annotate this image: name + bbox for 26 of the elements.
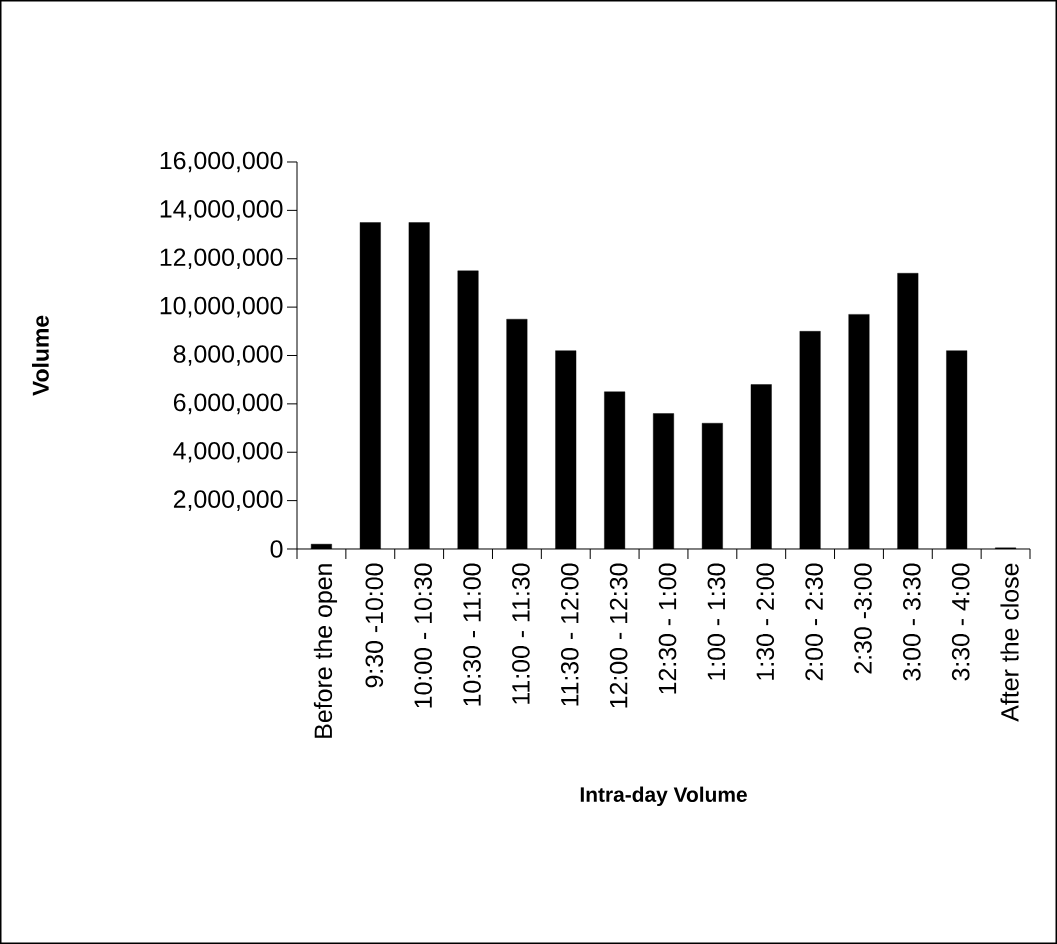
- x-tick-label: 1:00 - 1:30: [707, 563, 726, 680]
- y-axis-title: Volume: [32, 315, 49, 396]
- x-tick-label: Before the open: [313, 564, 338, 738]
- x-tick-label: 3:30 - 4:00: [951, 563, 970, 681]
- x-tick-label: 12:00 - 12:30: [609, 563, 628, 708]
- y-tick-label: 12,000,000: [160, 248, 283, 270]
- x-tick-label: 10:30 - 11:00: [463, 563, 481, 706]
- x-tick-label: 2:30 -3:00: [854, 563, 872, 674]
- x-tick-label: After the close: [1000, 563, 1019, 722]
- x-tick-label: 10:00 - 10:30: [414, 563, 432, 708]
- y-tick-label: 6,000,000: [173, 393, 283, 415]
- x-tick-label: 3:00 - 3:30: [903, 563, 921, 681]
- y-tick-label: 2,000,000: [173, 490, 283, 511]
- x-tick-label: 12:30 - 1:00: [658, 563, 677, 694]
- x-axis-title: Intra-day Volume: [580, 786, 747, 807]
- x-tick-label: 9:30 -10:00: [365, 563, 384, 688]
- y-tick-label: 10,000,000: [160, 296, 283, 318]
- y-tick-label: 8,000,000: [173, 345, 283, 366]
- x-tick-label: 11:00 - 11:30: [512, 563, 530, 704]
- y-tick-label: 4,000,000: [173, 441, 283, 463]
- y-tick-label: 0: [270, 540, 283, 558]
- y-tick-label: 16,000,000: [160, 151, 283, 173]
- x-tick-label: 1:30 - 2:00: [756, 563, 775, 680]
- x-tick-label: 11:30 - 12:00: [560, 563, 579, 706]
- x-tick-label: 2:00 - 2:30: [805, 563, 823, 681]
- y-tick-label: 14,000,000: [160, 200, 283, 221]
